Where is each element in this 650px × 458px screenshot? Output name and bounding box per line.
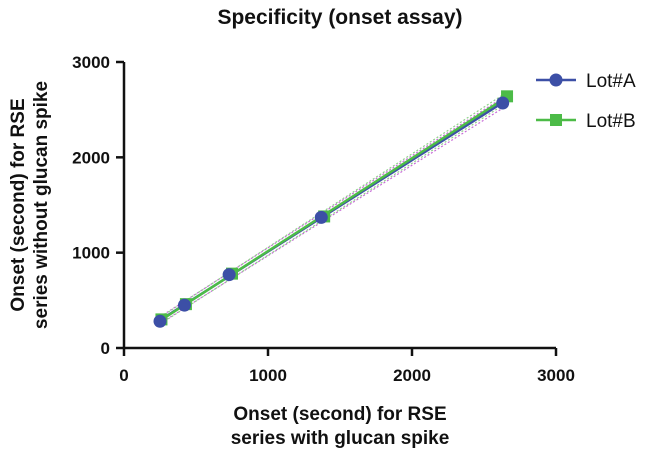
data-point: [496, 96, 510, 110]
x-axis-label-line-1: Onset (second) for RSE: [233, 404, 446, 425]
confidence-band-upper: [161, 91, 508, 317]
x-tick-label: 1000: [249, 366, 287, 385]
legend-marker: [550, 114, 562, 126]
y-tick-label: 1000: [72, 244, 110, 263]
data-point: [314, 210, 328, 224]
chart-title: Specificity (onset assay): [217, 6, 462, 29]
y-axis-label-line-1: Onset (second) for RSE: [8, 98, 29, 311]
confidence-band-upper: [159, 97, 504, 318]
data-point: [153, 314, 167, 328]
y-axis-label-line-2: series without glucan spike: [31, 81, 52, 329]
x-tick-label: 3000: [537, 366, 575, 385]
x-axis-label-line-2: series with glucan spike: [231, 428, 450, 449]
y-tick-label: 3000: [72, 53, 110, 72]
y-tick-label: 0: [101, 339, 110, 358]
legend-label: Lot#B: [586, 111, 636, 132]
x-tick-label: 0: [119, 366, 128, 385]
fit-line: [160, 95, 508, 321]
x-tick-label: 2000: [393, 366, 431, 385]
y-tick-label: 2000: [72, 148, 110, 167]
legend-label: Lot#A: [586, 71, 636, 92]
data-point: [222, 268, 236, 282]
legend-marker: [549, 73, 563, 87]
confidence-band-lower: [161, 102, 508, 324]
plot-area: 0 1000 2000 3000 0 1000 2000 3000: [72, 53, 575, 385]
confidence-band-lower: [159, 107, 504, 325]
legend: Lot#A Lot#B: [536, 71, 636, 132]
data-point: [177, 298, 191, 312]
